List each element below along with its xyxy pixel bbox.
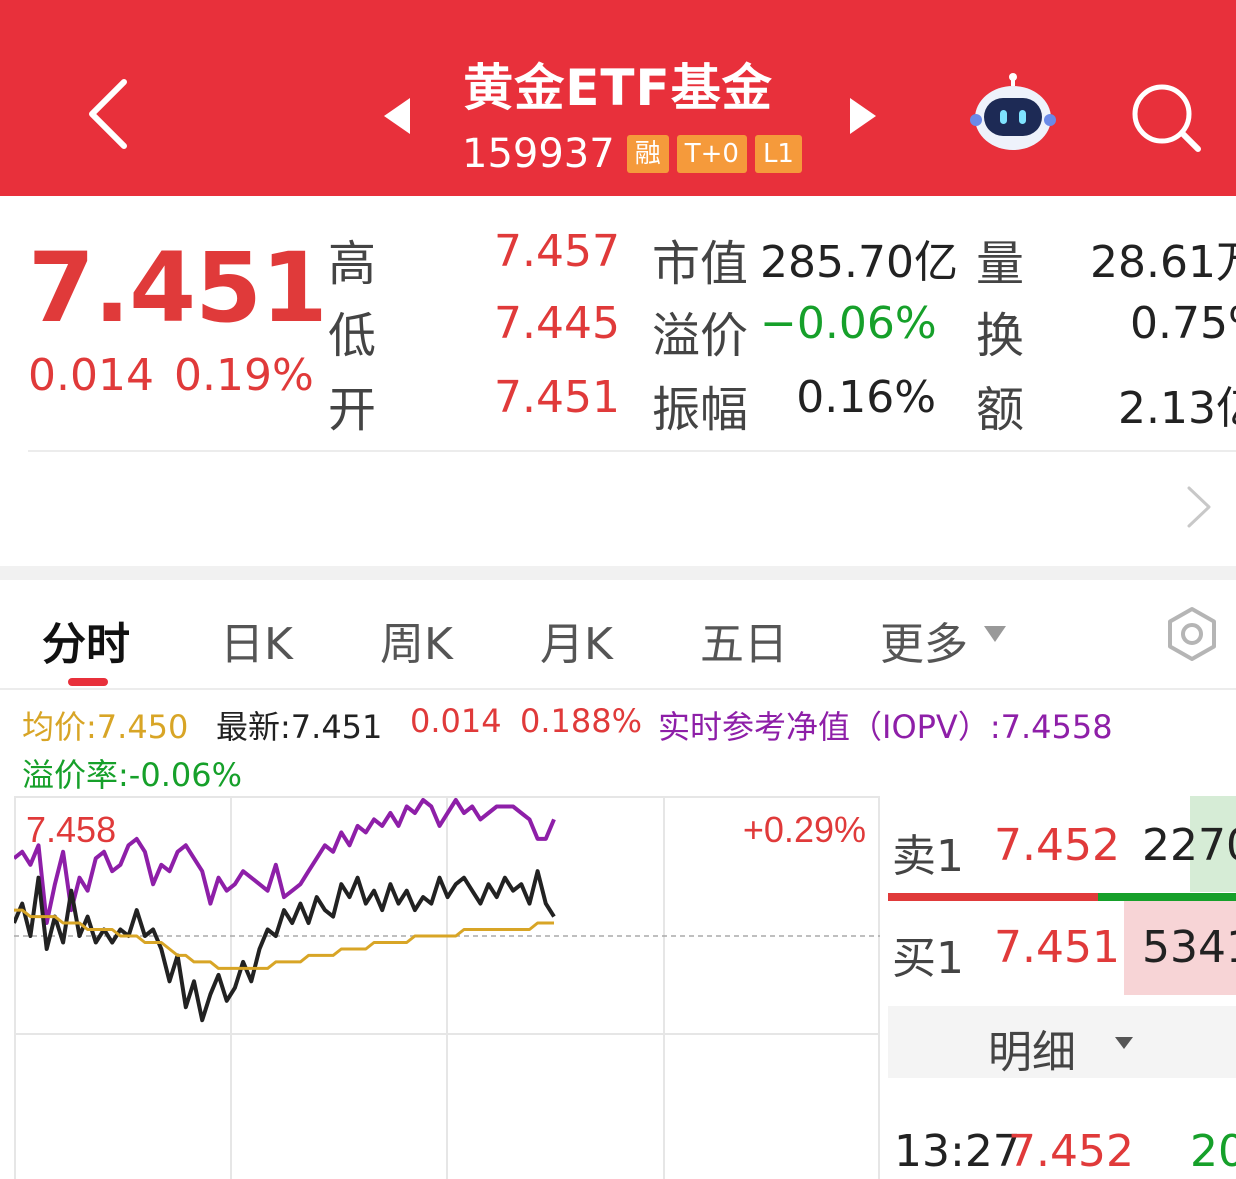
trade-row: 13:27 7.452 20 <box>894 1126 1236 1178</box>
chart-grid <box>14 796 880 1179</box>
tab-daily-k[interactable]: 日K <box>220 619 293 670</box>
amplitude-label: 振幅 <box>652 382 749 438</box>
sell-ratio-bar <box>1098 893 1236 901</box>
price-change: 0.014 <box>28 350 154 401</box>
latest-price-text: 最新:7.451 <box>216 708 383 746</box>
margin-tag: 融 <box>626 135 669 173</box>
dropdown-icon[interactable] <box>982 624 1008 644</box>
chevron-right-icon[interactable] <box>1184 484 1214 530</box>
sell1-price: 7.452 <box>994 820 1120 871</box>
quote-divider <box>28 450 1236 452</box>
volume-label: 量 <box>976 236 1025 292</box>
amount-label: 额 <box>976 382 1025 438</box>
high-label: 高 <box>328 236 377 292</box>
buy1-price: 7.451 <box>994 922 1120 973</box>
mktcap-label: 市值 <box>652 236 749 292</box>
trade-volume: 20 <box>1190 1126 1236 1177</box>
robot-icon[interactable] <box>968 72 1058 152</box>
iopv-line <box>14 798 556 925</box>
section-gap <box>0 566 1236 580</box>
amount-value: 2.13亿 <box>1118 383 1236 434</box>
amplitude-value: 0.16% <box>796 372 936 423</box>
news-banner-row[interactable] <box>0 452 1236 566</box>
next-icon[interactable] <box>848 96 878 136</box>
avg-price-line <box>14 908 554 970</box>
buy-volume-bar <box>1124 901 1236 995</box>
pct-top-label: +0.29% <box>743 809 866 850</box>
security-code-row: 159937 融 T+0 L1 <box>462 131 802 177</box>
avg-price-text: 均价:7.450 <box>22 708 189 746</box>
change-pct-text: 0.188% <box>520 702 643 740</box>
turnover-value: 0.75% <box>1130 298 1236 349</box>
active-tab-indicator <box>68 678 108 686</box>
intraday-chart[interactable]: 7.458 +0.29% <box>14 796 880 1179</box>
change-text: 0.014 <box>410 702 502 740</box>
mktcap-value: 285.70亿 <box>760 237 958 288</box>
tab-five-day[interactable]: 五日 <box>700 619 788 670</box>
low-value: 7.445 <box>494 298 620 349</box>
trade-time: 13:27 <box>894 1126 1021 1177</box>
search-icon[interactable] <box>1128 82 1204 154</box>
tab-intraday[interactable]: 分时 <box>42 619 130 670</box>
t0-tag: T+0 <box>676 135 747 173</box>
tab-divider <box>0 688 1236 690</box>
settings-icon[interactable] <box>1164 606 1220 662</box>
y-top-label: 7.458 <box>26 809 116 850</box>
turnover-label: 换 <box>976 308 1025 364</box>
last-price: 7.451 <box>28 232 328 344</box>
premium-value: −0.06% <box>760 298 937 349</box>
sell-volume-bar <box>1190 796 1236 892</box>
price-change-pct: 0.19% <box>174 350 314 401</box>
sell1-label: 卖1 <box>892 831 964 882</box>
buy1-volume: 5341 <box>1142 922 1236 973</box>
back-icon[interactable] <box>80 76 136 152</box>
page-title: 黄金ETF基金 <box>463 59 773 117</box>
buy1-label: 买1 <box>892 933 964 984</box>
premium-label: 溢价 <box>652 308 749 364</box>
tab-more[interactable]: 更多 <box>880 619 968 670</box>
tab-monthly-k[interactable]: 月K <box>540 619 613 670</box>
iopv-text: 实时参考净值（IOPV）:7.4558 <box>658 708 1113 746</box>
open-value: 7.451 <box>494 372 620 423</box>
buy-ratio-bar <box>888 893 1098 901</box>
premium-rate-text: 溢价率:-0.06% <box>22 756 242 794</box>
trade-price: 7.452 <box>1008 1126 1134 1177</box>
volume-value: 28.61万 <box>1090 237 1236 288</box>
detail-button[interactable]: 明细 <box>888 1006 1236 1078</box>
level1-tag: L1 <box>754 135 802 173</box>
detail-label: 明细 <box>988 1027 1076 1078</box>
high-value: 7.457 <box>494 226 620 277</box>
sell1-volume: 2270 <box>1142 820 1236 871</box>
prev-icon[interactable] <box>382 96 412 136</box>
low-label: 低 <box>328 308 377 364</box>
tab-weekly-k[interactable]: 周K <box>380 619 453 670</box>
open-label: 开 <box>328 382 377 438</box>
security-code: 159937 <box>462 131 615 177</box>
detail-dropdown-icon <box>1115 1037 1133 1049</box>
